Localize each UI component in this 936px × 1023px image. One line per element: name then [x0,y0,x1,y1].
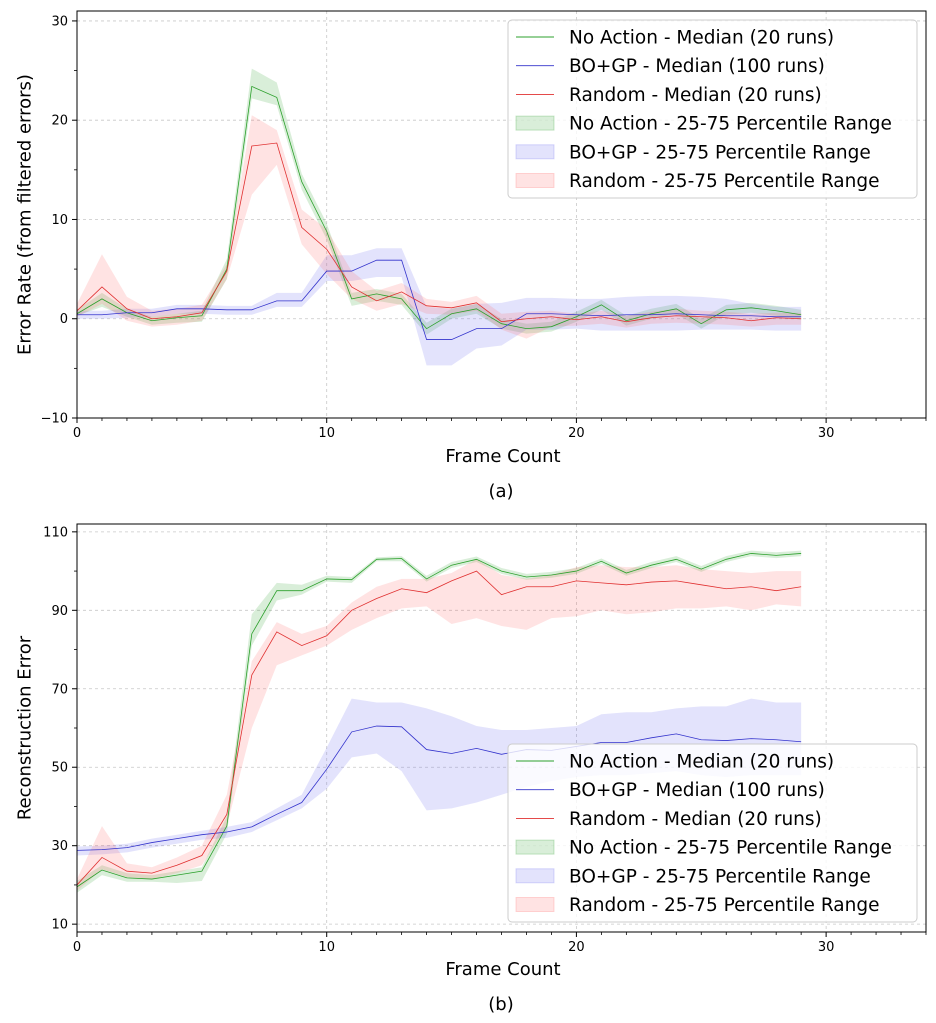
legend-label: Random - Median (20 runs) [569,85,822,106]
y-tick-label: 10 [51,213,68,228]
caption-a: (a) [488,481,513,502]
percentile-band [77,115,802,339]
axes-b: 0 10 20 30 10 30 50 70 90 110 [43,525,927,955]
y-tick-label: 30 [51,839,68,854]
lines-a [76,85,802,340]
legend-label: BO+GP - 25-75 Percentile Range [569,142,871,163]
median-line [76,570,802,886]
legend-label: No Action - Median (20 runs) [569,28,834,49]
legend-label: Random - 25-75 Percentile Range [569,171,879,192]
legend-label: BO+GP - Median (100 runs) [569,56,825,77]
legend-swatch-band [515,173,555,188]
plot-frame-b [76,523,927,933]
legend-swatch-band [515,115,555,131]
x-tick-label: 30 [818,426,835,441]
chart-panel-b: 0 10 20 30 10 30 50 70 90 110 Frame Count Reconst… [14,523,927,1015]
y-tick-label: 90 [51,604,68,619]
percentile-band [77,68,802,335]
x-tick-label: 10 [318,426,335,441]
legend-swatch-band [515,868,555,884]
caption-b: (b) [488,994,513,1015]
legend-a: No Action - Median (20 runs) BO+GP - Medi… [507,19,918,199]
x-tick-label: 10 [318,940,335,955]
legend-label: No Action - Median (20 runs) [569,752,834,773]
percentile-band [77,559,802,891]
y-tick-label: −10 [41,412,68,427]
x-axis-label-b: Frame Count [445,959,560,980]
legend-swatch-band [515,897,555,912]
median-line [77,259,802,340]
x-axis-label-a: Frame Count [445,446,560,467]
legend-box [507,19,918,199]
x-tick-label: 0 [73,426,81,441]
y-tick-label: 20 [51,114,68,129]
median-line [76,142,802,323]
x-tick-label: 20 [568,940,585,955]
y-tick-label: 110 [43,525,68,540]
chart-panel-a: 0 10 20 30 −10 0 10 20 30 Frame Count Error Rate… [14,10,927,502]
legend-swatch-band [515,839,555,855]
x-tick-label: 20 [568,426,585,441]
axes-a: 0 10 20 30 −10 0 10 20 30 [41,14,927,441]
lines-b [76,553,802,888]
y-tick-label: 10 [51,918,68,933]
legend-label: No Action - 25-75 Percentile Range [569,114,892,135]
plot-frame-a [76,10,927,419]
percentile-band [77,248,802,366]
y-tick-label: 50 [51,761,68,776]
median-line [76,725,802,851]
percentile-band [77,698,802,856]
x-tick-label: 30 [818,940,835,955]
y-tick-label: 30 [51,14,68,29]
legend-label: Random - 25-75 Percentile Range [569,895,879,916]
legend-box [507,743,918,923]
x-tick-label: 0 [73,940,81,955]
y-axis-label-a: Error Rate (from filtered errors) [14,74,35,355]
legend-label: BO+GP - 25-75 Percentile Range [569,866,871,887]
legend-label: No Action - 25-75 Percentile Range [569,838,892,859]
median-line [76,85,802,330]
bands-a [77,68,802,366]
legend-swatch-band [515,144,555,160]
median-line [76,553,802,888]
bands-b [77,550,802,893]
y-tick-label: 0 [60,312,68,327]
y-axis-label-b: Reconstruction Error [14,635,35,820]
legend-label: Random - Median (20 runs) [569,809,822,830]
legend-label: BO+GP - Median (100 runs) [569,780,825,801]
legend-b: No Action - Median (20 runs) BO+GP - Medi… [507,743,918,923]
y-tick-label: 70 [51,682,68,697]
